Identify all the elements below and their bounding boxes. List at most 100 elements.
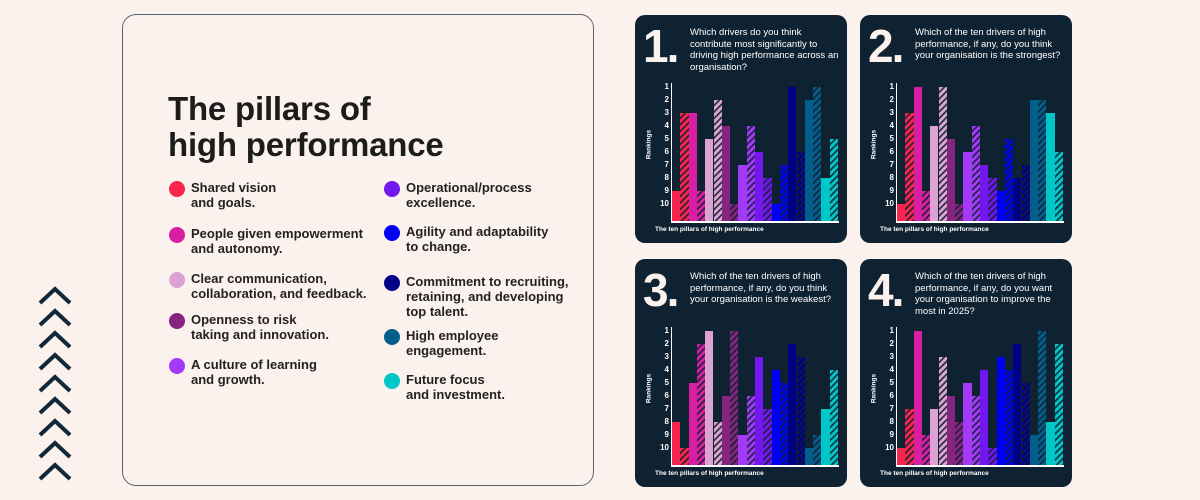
chart-number: 1. bbox=[643, 20, 679, 72]
y-tick-label: 7 bbox=[664, 160, 669, 169]
legend-item: Agility and adaptability to change. bbox=[384, 224, 594, 254]
bar-hatched bbox=[905, 409, 914, 465]
chart-number: 2. bbox=[868, 20, 904, 72]
bar-hatched bbox=[730, 204, 739, 221]
legend-item: Shared vision and goals. bbox=[169, 180, 379, 210]
bar-solid bbox=[771, 204, 780, 221]
y-axis-labels: 1 2 3 4 5 6 7 8 9 10 bbox=[880, 83, 896, 223]
legend-label: Operational/process excellence. bbox=[406, 180, 532, 210]
y-tick-label: 7 bbox=[664, 404, 669, 413]
chevron-up-icon bbox=[38, 462, 72, 481]
y-tick-label: 8 bbox=[664, 417, 669, 426]
bar-hatched bbox=[938, 357, 947, 465]
y-tick-label: 5 bbox=[889, 378, 894, 387]
bar-solid bbox=[771, 370, 780, 465]
y-tick-label: 1 bbox=[889, 82, 894, 91]
bar-solid bbox=[1029, 435, 1039, 465]
y-axis-title: Rankings bbox=[870, 373, 878, 404]
bar-solid bbox=[1046, 422, 1055, 465]
bar-group bbox=[897, 83, 1063, 221]
chart-question: Which of the ten drivers of high perform… bbox=[690, 271, 831, 305]
legend-dot-icon bbox=[169, 313, 185, 329]
legend-dot-icon bbox=[384, 329, 400, 345]
bar-solid bbox=[821, 178, 830, 221]
y-tick-label: 3 bbox=[664, 352, 669, 361]
bar-hatched bbox=[813, 87, 822, 221]
bar-hatched bbox=[1038, 331, 1047, 465]
bar-solid bbox=[705, 139, 714, 221]
y-axis-title: Rankings bbox=[645, 373, 653, 404]
y-tick-label: 9 bbox=[889, 186, 894, 195]
y-tick-label: 10 bbox=[885, 443, 894, 452]
chart-plot-area: 1 2 3 4 5 6 7 8 9 10 Rankings bbox=[871, 327, 1066, 467]
bar-hatched bbox=[696, 191, 706, 221]
bar-solid bbox=[930, 126, 939, 221]
x-axis-title: The ten pillars of high performance bbox=[655, 226, 764, 233]
chart-number: 3. bbox=[643, 264, 679, 316]
y-tick-label: 6 bbox=[889, 391, 894, 400]
y-axis-labels: 1 2 3 4 5 6 7 8 9 10 bbox=[655, 327, 671, 467]
y-tick-label: 8 bbox=[664, 173, 669, 182]
page-title: The pillars of high performance bbox=[168, 90, 444, 163]
bar-hatched bbox=[1004, 139, 1014, 221]
y-tick-label: 2 bbox=[889, 95, 894, 104]
legend-label: Commitment to recruiting, retaining, and… bbox=[406, 274, 569, 319]
legend-dot-icon bbox=[384, 181, 400, 197]
legend-dot-icon bbox=[384, 225, 400, 241]
bar-solid bbox=[804, 100, 814, 221]
bar-solid bbox=[721, 126, 731, 221]
bar-solid bbox=[897, 204, 906, 221]
bar-solid bbox=[913, 87, 922, 221]
chevron-up-icon bbox=[38, 440, 72, 459]
legend-item: Commitment to recruiting, retaining, and… bbox=[384, 274, 594, 319]
y-tick-label: 8 bbox=[889, 173, 894, 182]
bar-hatched bbox=[1004, 370, 1014, 465]
bar-hatched bbox=[680, 113, 689, 221]
bar-solid bbox=[788, 87, 797, 221]
chevron-up-icon bbox=[38, 286, 72, 305]
bar-hatched bbox=[779, 383, 789, 465]
bar-solid bbox=[688, 113, 697, 221]
bar-hatched bbox=[971, 396, 980, 465]
y-axis-line bbox=[896, 327, 897, 465]
x-axis-title: The ten pillars of high performance bbox=[880, 470, 989, 477]
legend-card: The pillars of high performance Shared v… bbox=[122, 14, 594, 486]
bar-solid bbox=[721, 396, 731, 465]
legend-item: Future focus and investment. bbox=[384, 372, 594, 402]
y-tick-label: 8 bbox=[889, 417, 894, 426]
y-tick-label: 1 bbox=[664, 82, 669, 91]
bar-hatched bbox=[988, 178, 997, 221]
chevron-up-icon bbox=[38, 308, 72, 327]
legend-label: Shared vision and goals. bbox=[191, 180, 277, 210]
bar-hatched bbox=[1038, 100, 1047, 221]
y-tick-label: 5 bbox=[889, 134, 894, 143]
bar-hatched bbox=[730, 331, 739, 465]
y-tick-label: 10 bbox=[885, 199, 894, 208]
y-axis-title: Rankings bbox=[870, 129, 878, 160]
legend-item: Operational/process excellence. bbox=[384, 180, 594, 210]
bar-hatched bbox=[813, 435, 822, 465]
bar-hatched bbox=[746, 396, 755, 465]
legend-item: People given empowerment and autonomy. bbox=[169, 226, 379, 256]
legend-dot-icon bbox=[169, 181, 185, 197]
bar-hatched bbox=[829, 370, 838, 465]
bar-solid bbox=[738, 165, 747, 221]
bar-solid bbox=[788, 344, 797, 465]
bar-solid bbox=[897, 448, 906, 465]
x-axis-line bbox=[671, 465, 839, 467]
legend-item: A culture of learning and growth. bbox=[169, 357, 379, 387]
y-tick-label: 2 bbox=[889, 339, 894, 348]
bar-solid bbox=[804, 448, 814, 465]
x-axis-line bbox=[896, 221, 1064, 223]
bar-hatched bbox=[713, 100, 722, 221]
bar-hatched bbox=[746, 126, 755, 221]
y-tick-label: 2 bbox=[664, 339, 669, 348]
chart-question: Which of the ten drivers of high perform… bbox=[915, 271, 1053, 317]
y-tick-label: 3 bbox=[889, 352, 894, 361]
bar-hatched bbox=[713, 422, 722, 465]
chart-plot-area: 1 2 3 4 5 6 7 8 9 10 Rankings bbox=[646, 82, 841, 223]
bar-hatched bbox=[921, 191, 931, 221]
chevron-up-icon bbox=[38, 418, 72, 437]
y-tick-label: 9 bbox=[889, 430, 894, 439]
chart-card-1: 1. Which drivers do you think contribute … bbox=[635, 15, 847, 243]
